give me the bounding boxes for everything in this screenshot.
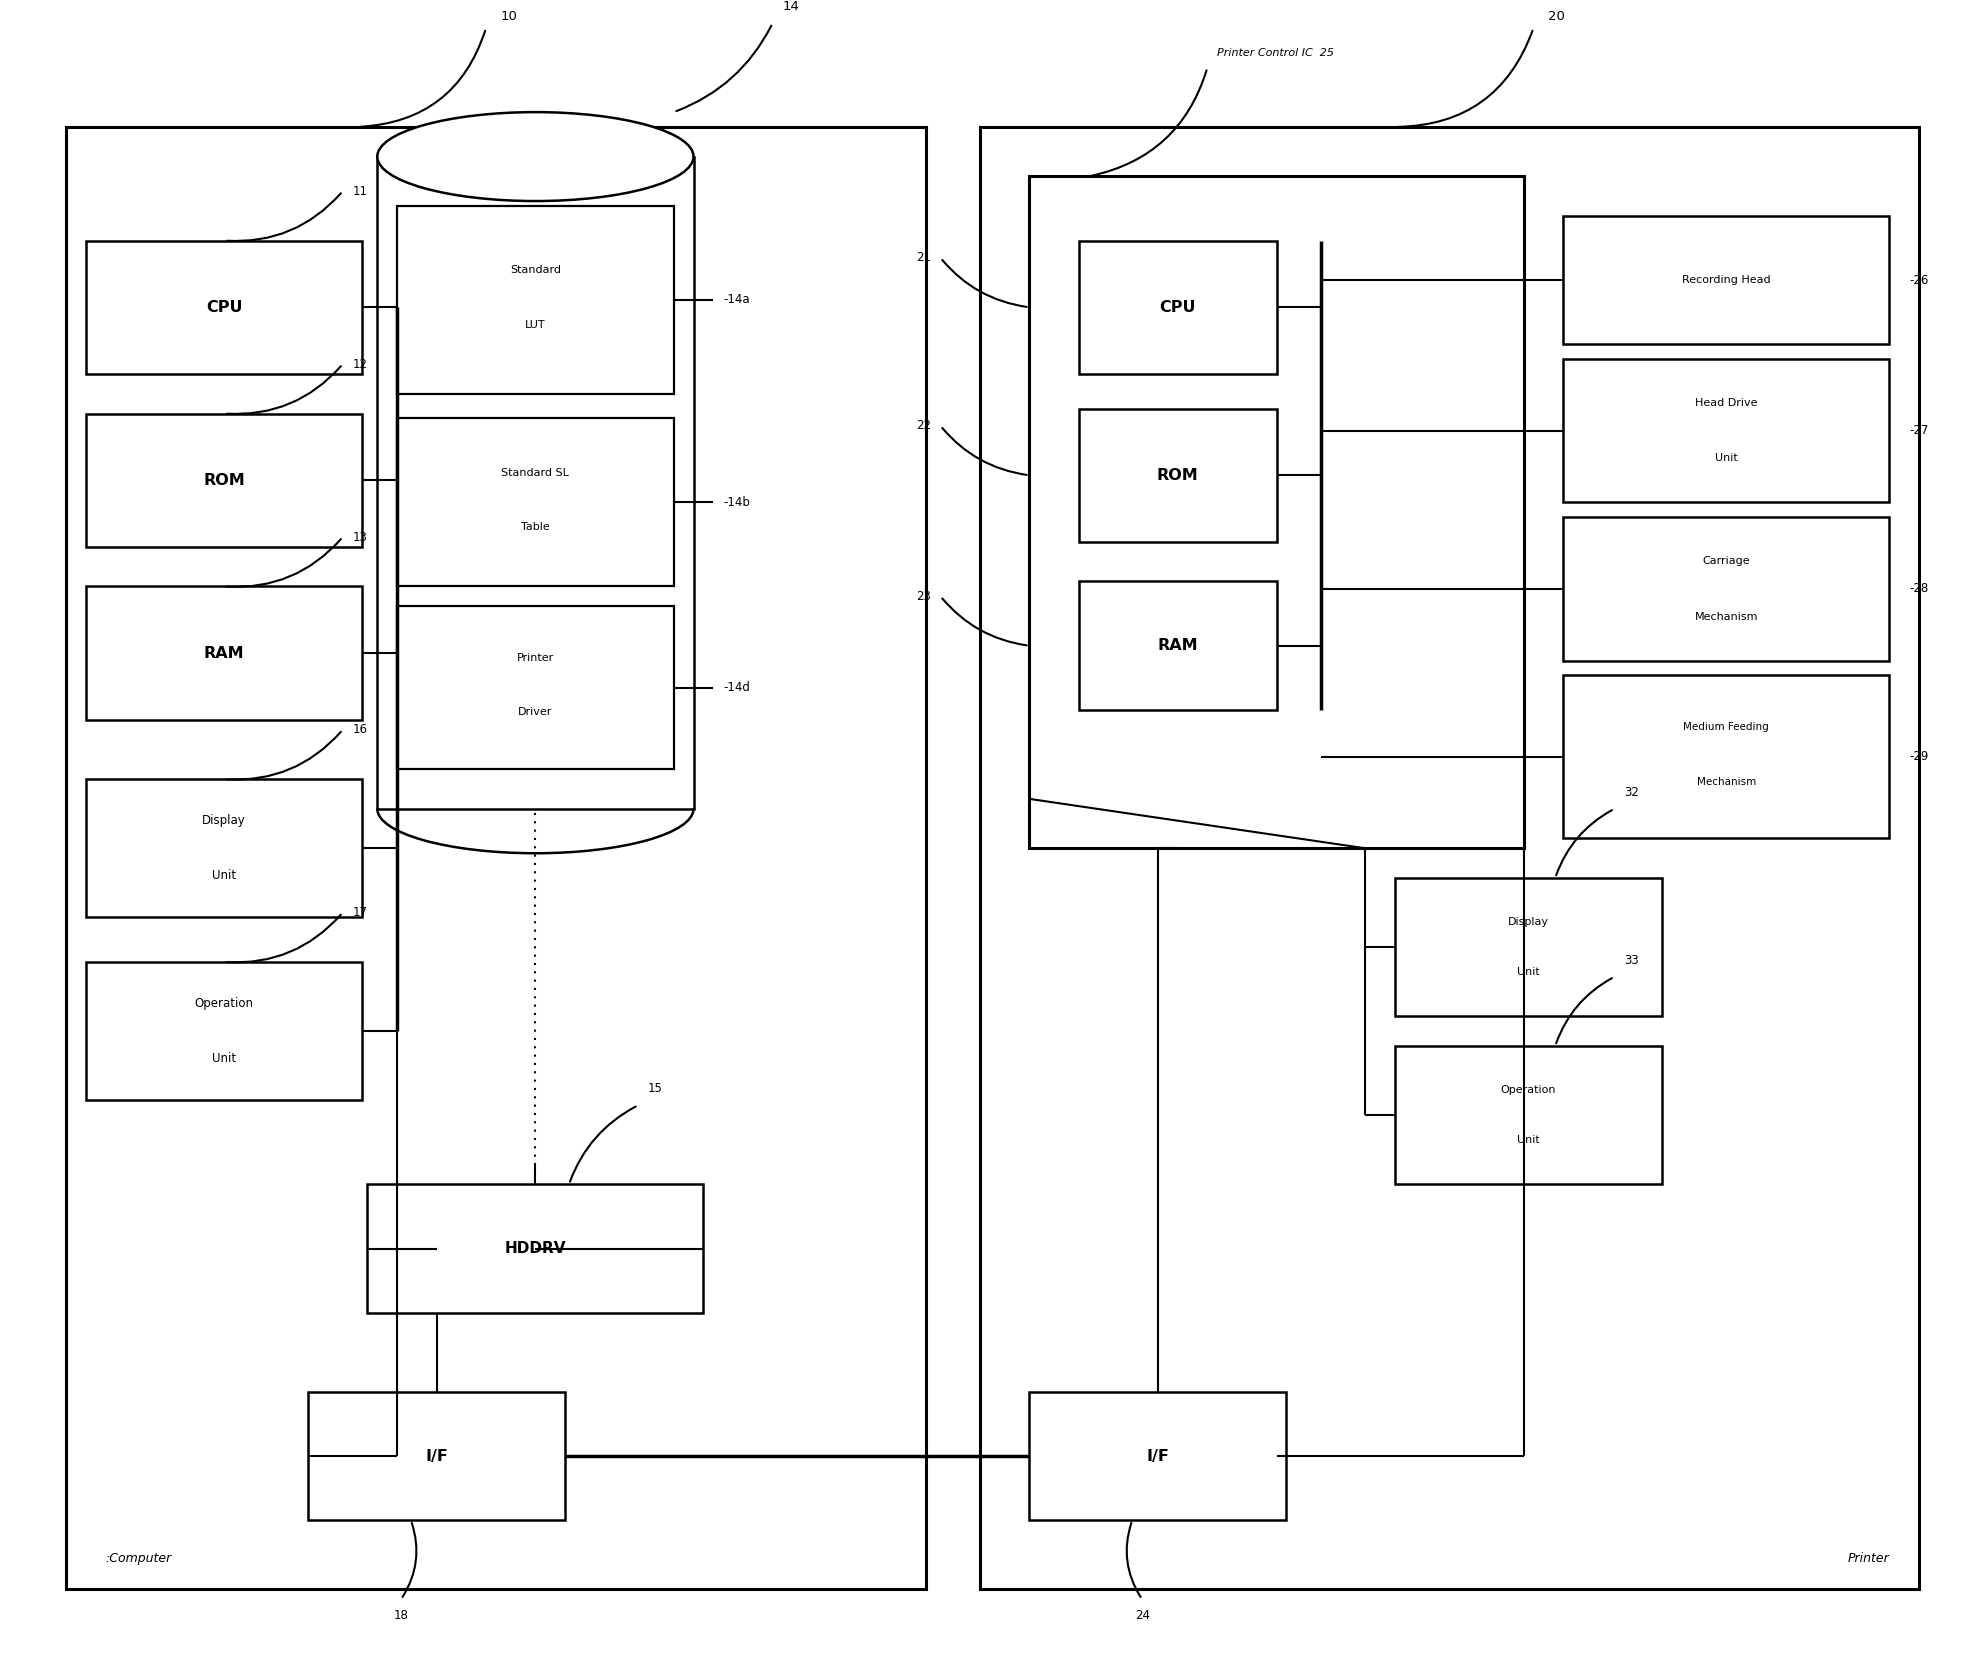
Text: 11: 11 (353, 184, 367, 198)
Text: Operation: Operation (195, 998, 255, 1009)
Bar (377, 156, 693, 808)
Text: Driver: Driver (519, 707, 552, 717)
Text: RAM: RAM (1158, 637, 1198, 654)
Text: -14a: -14a (724, 294, 750, 307)
Text: Display: Display (203, 813, 247, 827)
Bar (85, 961, 363, 1101)
Text: 24: 24 (1134, 1609, 1150, 1622)
Text: 14: 14 (783, 0, 799, 13)
Bar (1563, 676, 1890, 838)
Text: 16: 16 (353, 724, 367, 737)
Text: I/F: I/F (424, 1449, 448, 1464)
Text: Unit: Unit (211, 870, 237, 883)
Text: 13: 13 (353, 531, 367, 543)
Text: CPU: CPU (205, 300, 243, 315)
Text: LUT: LUT (525, 320, 547, 330)
Text: CPU: CPU (1160, 300, 1196, 315)
Text: Mechanism: Mechanism (1697, 777, 1756, 787)
Text: Recording Head: Recording Head (1681, 276, 1770, 286)
Text: Unit: Unit (211, 1052, 237, 1066)
Text: -14b: -14b (724, 496, 750, 510)
Bar (397, 606, 673, 769)
Text: Mechanism: Mechanism (1695, 611, 1758, 621)
Text: 22: 22 (915, 420, 931, 432)
Bar (1563, 518, 1890, 661)
Text: 17: 17 (353, 906, 367, 920)
Text: Standard: Standard (509, 266, 560, 276)
Bar (85, 241, 363, 374)
Text: 20: 20 (1549, 10, 1565, 23)
Text: -29: -29 (1910, 750, 1928, 764)
Bar (1395, 1046, 1661, 1184)
Text: Unit: Unit (1715, 453, 1738, 463)
Text: Head Drive: Head Drive (1695, 398, 1758, 408)
Bar (367, 1184, 704, 1313)
Bar (85, 586, 363, 720)
Bar (1079, 408, 1277, 541)
Text: Printer: Printer (517, 652, 554, 662)
Text: -14d: -14d (724, 681, 750, 694)
Text: 21: 21 (915, 251, 931, 264)
Text: RAM: RAM (203, 646, 245, 661)
Text: 15: 15 (647, 1082, 663, 1096)
Bar (397, 206, 673, 393)
Bar (85, 779, 363, 918)
Text: Display: Display (1507, 918, 1549, 928)
Text: -27: -27 (1910, 425, 1928, 437)
Text: I/F: I/F (1146, 1449, 1170, 1464)
Text: :Computer: :Computer (105, 1552, 172, 1565)
Text: ROM: ROM (1156, 468, 1198, 483)
Bar (85, 413, 363, 546)
Bar (1079, 581, 1277, 710)
Bar (397, 418, 673, 586)
Bar (1563, 359, 1890, 503)
Text: 33: 33 (1624, 954, 1640, 966)
Ellipse shape (377, 113, 693, 201)
Bar (1030, 1391, 1286, 1521)
Text: -26: -26 (1910, 274, 1928, 287)
Text: Printer Control IC  25: Printer Control IC 25 (1217, 48, 1334, 58)
Bar (981, 126, 1920, 1589)
Text: 23: 23 (915, 589, 931, 603)
Bar (1395, 878, 1661, 1016)
Text: 10: 10 (501, 10, 517, 23)
Text: Table: Table (521, 523, 550, 533)
Text: Standard SL: Standard SL (501, 468, 570, 478)
Text: Carriage: Carriage (1703, 556, 1750, 566)
Text: HDDRV: HDDRV (505, 1242, 566, 1257)
Text: Medium Feeding: Medium Feeding (1683, 722, 1770, 732)
Bar (65, 126, 925, 1589)
Bar (1079, 241, 1277, 374)
Text: 32: 32 (1624, 785, 1640, 798)
Text: Operation: Operation (1501, 1086, 1557, 1096)
Text: ROM: ROM (203, 473, 245, 488)
Bar (1030, 176, 1523, 848)
Bar (308, 1391, 564, 1521)
Text: Unit: Unit (1517, 1135, 1539, 1145)
Text: 18: 18 (393, 1609, 408, 1622)
Text: Unit: Unit (1517, 966, 1539, 976)
Text: Printer: Printer (1847, 1552, 1890, 1565)
Bar (1563, 216, 1890, 344)
Text: 12: 12 (353, 357, 367, 370)
Text: -28: -28 (1910, 583, 1928, 596)
